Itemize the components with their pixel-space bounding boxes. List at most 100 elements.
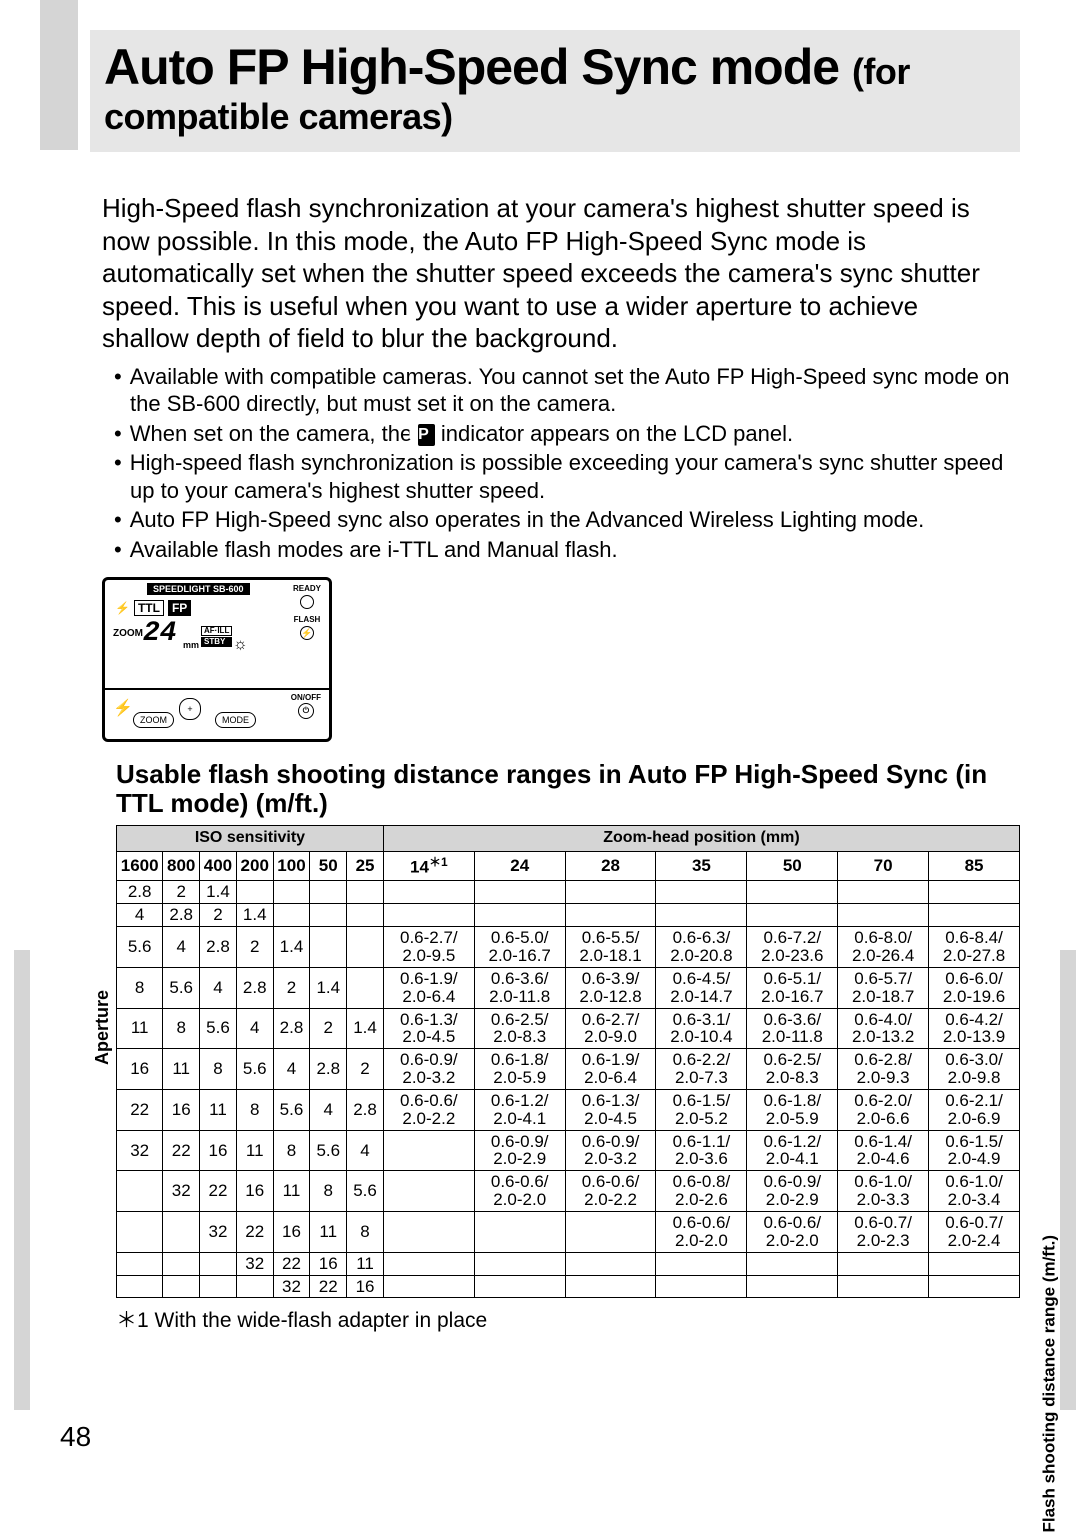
table-row: 3222161185.640.6-0.9/2.0-2.90.6-0.9/2.0-… bbox=[117, 1130, 1020, 1171]
range-cell bbox=[383, 1211, 474, 1252]
aperture-cell: 11 bbox=[310, 1211, 347, 1252]
aperture-cell: 8 bbox=[200, 1049, 237, 1090]
range-cell: 0.6-4.2/2.0-13.9 bbox=[929, 1008, 1020, 1049]
aperture-cell: 2 bbox=[310, 1008, 347, 1049]
side-marker bbox=[1060, 950, 1076, 1410]
aperture-cell bbox=[163, 1252, 200, 1275]
aperture-cell: 4 bbox=[117, 904, 163, 927]
lcd-onoff: ON/OFF bbox=[291, 693, 321, 702]
range-cell bbox=[656, 881, 747, 904]
range-cell bbox=[474, 904, 565, 927]
range-cell bbox=[838, 1252, 929, 1275]
range-cell: 0.6-2.8/2.0-9.3 bbox=[838, 1049, 929, 1090]
range-cell: 0.6-1.8/2.0-5.9 bbox=[474, 1049, 565, 1090]
range-cell: 0.6-3.0/2.0-9.8 bbox=[929, 1049, 1020, 1090]
iso-col: 800 bbox=[163, 851, 200, 881]
aperture-cell: 4 bbox=[200, 967, 237, 1008]
lcd-illustration: SPEEDLIGHT SB-600 ⚡ TTL FP ZOOM 24 mm AF… bbox=[102, 577, 332, 742]
iso-col: 25 bbox=[347, 851, 384, 881]
range-cell: 0.6-1.3/2.0-4.5 bbox=[565, 1089, 656, 1130]
ready-icon bbox=[300, 595, 314, 609]
aperture-cell: 2 bbox=[200, 904, 237, 927]
range-cell bbox=[747, 904, 838, 927]
aperture-cell: 32 bbox=[163, 1171, 200, 1212]
aperture-cell bbox=[117, 1252, 163, 1275]
aperture-cell: 11 bbox=[236, 1130, 273, 1171]
range-cell: 0.6-1.0/2.0-3.3 bbox=[838, 1171, 929, 1212]
aperture-cell: 2.8 bbox=[200, 927, 237, 968]
aperture-cell: 2 bbox=[236, 927, 273, 968]
range-cell bbox=[929, 881, 1020, 904]
zoom-col: 14＊1 bbox=[383, 851, 474, 881]
plus-icon: + bbox=[179, 698, 201, 720]
range-cell: 0.6-0.6/2.0-2.2 bbox=[565, 1171, 656, 1212]
aperture-cell: 4 bbox=[236, 1008, 273, 1049]
table-row: 42.821.4 bbox=[117, 904, 1020, 927]
aperture-cell: 1.4 bbox=[236, 904, 273, 927]
lcd-zoom-value: 24 bbox=[143, 618, 177, 649]
range-cell bbox=[656, 1252, 747, 1275]
range-cell bbox=[565, 904, 656, 927]
range-cell: 0.6-0.8/2.0-2.6 bbox=[656, 1171, 747, 1212]
title-block: Auto FP High-Speed Sync mode (for compat… bbox=[90, 30, 1020, 152]
aperture-cell: 1.4 bbox=[200, 881, 237, 904]
range-cell: 0.6-1.5/2.0-5.2 bbox=[656, 1089, 747, 1130]
lcd-zoom-btn: ZOOM bbox=[133, 712, 174, 728]
list-item: Auto FP High-Speed sync also operates in… bbox=[114, 506, 1010, 534]
range-cell bbox=[565, 1275, 656, 1298]
range-cell: 0.6-1.8/2.0-5.9 bbox=[747, 1089, 838, 1130]
range-cell bbox=[383, 1171, 474, 1212]
aperture-cell: 5.6 bbox=[200, 1008, 237, 1049]
aperture-cell: 16 bbox=[236, 1171, 273, 1212]
range-cell bbox=[383, 904, 474, 927]
range-cell: 0.6-8.0/2.0-26.4 bbox=[838, 927, 929, 968]
range-cell bbox=[929, 904, 1020, 927]
aperture-cell: 22 bbox=[200, 1171, 237, 1212]
iso-col: 100 bbox=[273, 851, 310, 881]
aperture-cell: 8 bbox=[347, 1211, 384, 1252]
tab-marker bbox=[40, 0, 78, 150]
range-cell: 0.6-0.9/2.0-2.9 bbox=[747, 1171, 838, 1212]
range-cell: 0.6-2.7/2.0-9.0 bbox=[565, 1008, 656, 1049]
range-cell: 0.6-1.2/2.0-4.1 bbox=[474, 1089, 565, 1130]
aperture-cell: 8 bbox=[163, 1008, 200, 1049]
table-row: 32221611 bbox=[117, 1252, 1020, 1275]
aperture-cell bbox=[117, 1211, 163, 1252]
range-cell: 0.6-3.1/2.0-10.4 bbox=[656, 1008, 747, 1049]
range-cell: 0.6-6.3/2.0-20.8 bbox=[656, 927, 747, 968]
aperture-cell: 22 bbox=[310, 1275, 347, 1298]
lcd-stby: STBY bbox=[201, 637, 232, 647]
iso-col: 50 bbox=[310, 851, 347, 881]
aperture-cell bbox=[347, 881, 384, 904]
aperture-cell: 5.6 bbox=[347, 1171, 384, 1212]
aperture-cell: 16 bbox=[347, 1275, 384, 1298]
range-cell: 0.6-5.1/2.0-16.7 bbox=[747, 967, 838, 1008]
lcd-mm: mm bbox=[183, 640, 199, 650]
side-marker bbox=[14, 950, 30, 1410]
table-subheading: Usable flash shooting distance ranges in… bbox=[116, 760, 1020, 817]
aperture-cell bbox=[347, 927, 384, 968]
aperture-cell: 11 bbox=[163, 1049, 200, 1090]
range-cell: 0.6-1.3/2.0-4.5 bbox=[383, 1008, 474, 1049]
table-row: 322216 bbox=[117, 1275, 1020, 1298]
lcd-mode-btn: MODE bbox=[215, 712, 256, 728]
bullet-list: Available with compatible cameras. You c… bbox=[114, 363, 1010, 564]
aperture-cell bbox=[200, 1252, 237, 1275]
aperture-cell: 5.6 bbox=[273, 1089, 310, 1130]
range-cell bbox=[474, 1211, 565, 1252]
list-item: When set on the camera, the FP indicator… bbox=[114, 420, 1010, 448]
aperture-cell: 2.8 bbox=[347, 1089, 384, 1130]
range-cell: 0.6-3.6/2.0-11.8 bbox=[747, 1008, 838, 1049]
range-cell: 0.6-0.6/2.0-2.0 bbox=[474, 1171, 565, 1212]
aperture-cell bbox=[347, 967, 384, 1008]
list-item: Available flash modes are i-TTL and Manu… bbox=[114, 536, 1010, 564]
aperture-cell: 4 bbox=[163, 927, 200, 968]
aperture-cell: 4 bbox=[310, 1089, 347, 1130]
zoom-col: 35 bbox=[656, 851, 747, 881]
range-cell: 0.6-2.0/2.0-6.6 bbox=[838, 1089, 929, 1130]
aperture-cell: 2.8 bbox=[163, 904, 200, 927]
range-cell: 0.6-2.2/2.0-7.3 bbox=[656, 1049, 747, 1090]
aperture-cell: 1.4 bbox=[310, 967, 347, 1008]
aperture-cell bbox=[236, 881, 273, 904]
lcd-af: AF·ILL bbox=[201, 626, 232, 636]
